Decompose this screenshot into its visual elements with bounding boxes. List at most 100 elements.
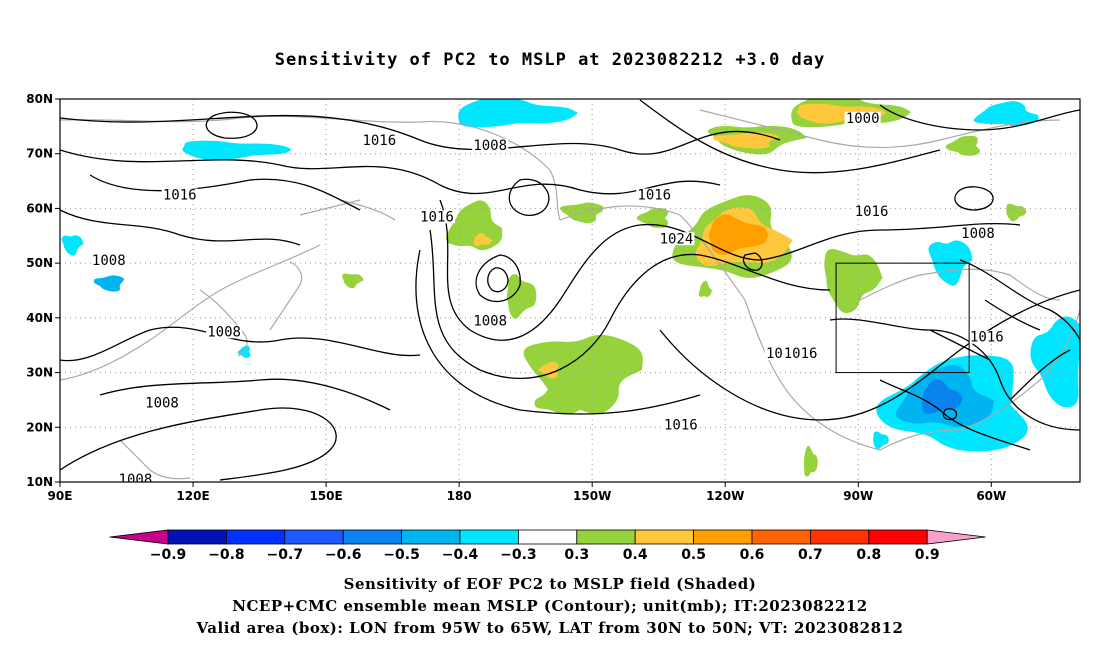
contour-label-bg — [206, 325, 243, 339]
contour-label-bg — [960, 226, 996, 240]
contour-labels: 1016 1008 1000 1016 1016 1016 1024 1016 1008 1008… — [90, 111, 1005, 488]
contour-label-bg — [968, 330, 1005, 344]
colorbar-label: −0.6 — [325, 547, 362, 563]
caption-valid-area: Valid area (box): LON from 95W to 65W, L… — [196, 619, 904, 637]
mslp-contour — [829, 318, 1080, 431]
contour-label-bg — [418, 210, 455, 224]
coastline — [959, 309, 1080, 431]
lat-tick-label: 70N — [26, 147, 53, 161]
chart-title: Sensitivity of PC2 to MSLP at 2023082212… — [274, 50, 826, 70]
shaded-region — [708, 214, 769, 255]
shaded-region — [534, 383, 583, 415]
colorbar-segment — [459, 529, 519, 545]
colorbar-label: −0.8 — [208, 547, 245, 563]
plot-frame — [59, 98, 1081, 483]
contour-label-bg — [844, 111, 881, 125]
mslp-contour — [639, 99, 941, 174]
mslp-contour — [1009, 349, 1071, 401]
shaded-region — [93, 275, 125, 292]
colorbar-label: 0.7 — [798, 547, 823, 563]
shaded-region — [803, 445, 818, 477]
shaded-region — [342, 273, 364, 289]
mslp-contour — [742, 252, 763, 271]
colorbar-segment — [401, 529, 461, 545]
mslp-contour — [879, 379, 1031, 451]
colorbar-segment — [634, 529, 695, 545]
colorbar-label: 0.8 — [856, 547, 881, 563]
mslp-contour — [429, 229, 831, 379]
coastline — [60, 115, 551, 171]
contour-label-bg — [636, 188, 673, 202]
contour-label-bg — [658, 232, 695, 246]
coastline — [549, 169, 746, 301]
mslp-contour — [60, 149, 721, 195]
contour-label-bg — [782, 347, 819, 361]
lon-tick-label: 150W — [573, 489, 611, 503]
colorbar: −0.9 −0.8 −0.7 −0.6 −0.5 −0.4 −0.3 0.3 0.4 0.5 0.6… — [109, 529, 986, 563]
lon-tick-label: 150E — [309, 489, 342, 503]
contour-label-bg — [117, 473, 154, 482]
lat-tick-label: 20N — [26, 420, 53, 434]
mslp-contour — [475, 254, 521, 303]
colorbar-segment — [167, 529, 227, 545]
contour-label: 1008 — [119, 472, 153, 488]
colorbar-segment — [751, 529, 811, 545]
shaded-region — [824, 248, 883, 314]
contour-label-bg — [853, 204, 890, 218]
contour-label: 1008 — [473, 313, 507, 329]
mslp-contour — [659, 289, 1080, 421]
colorbar-label: 0.5 — [681, 547, 706, 563]
contour-label-bg — [472, 139, 509, 153]
shaded-region — [698, 280, 712, 297]
contour-label: 1016 — [420, 209, 454, 225]
contour-label-bg — [161, 188, 198, 202]
shaded-region — [182, 140, 292, 161]
contour-label: 1008 — [145, 395, 179, 411]
colorbar-label: −0.5 — [383, 547, 420, 563]
shaded-region — [237, 345, 251, 358]
contour-label: 1008 — [473, 138, 507, 154]
lat-tick-label: 50N — [26, 256, 53, 270]
shaded-region — [458, 99, 579, 128]
coastline — [299, 199, 396, 221]
mslp-contour — [959, 259, 1080, 341]
validation-area-box — [835, 262, 970, 374]
shaded-region — [1006, 203, 1027, 222]
colorbar-max-arrow — [926, 529, 986, 545]
contour-label: 1016 — [664, 417, 698, 433]
lon-tick-label: 90W — [843, 489, 873, 503]
contour-label-bg — [361, 133, 398, 147]
colorbar-label: −0.3 — [500, 547, 537, 563]
shaded-region — [636, 208, 669, 228]
colorbar-label: 0.9 — [915, 547, 940, 563]
lon-tick-label: 120E — [176, 489, 209, 503]
contour-label: 1008 — [92, 253, 126, 269]
lon-tick-label: 90E — [48, 489, 73, 503]
caption-contour: NCEP+CMC ensemble mean MSLP (Contour); u… — [232, 597, 868, 615]
colorbar-label: 0.3 — [564, 547, 589, 563]
shaded-region — [973, 101, 1039, 127]
coastline — [269, 261, 303, 331]
contour-label: 1016 — [637, 187, 671, 203]
mslp-contour — [60, 114, 781, 155]
shaded-region — [713, 132, 779, 149]
contour-label-bg — [662, 418, 699, 432]
colorbar-segment — [225, 529, 286, 545]
mslp-contour — [99, 378, 391, 411]
colorbar-label: −0.9 — [150, 547, 187, 563]
coastline — [744, 299, 961, 451]
coastline — [199, 289, 248, 357]
mslp-contour — [415, 249, 701, 415]
contour-label-bg — [90, 254, 127, 268]
lon-tick-label: 120W — [706, 489, 744, 503]
shaded-region — [873, 431, 889, 450]
lat-tick-label: 30N — [26, 366, 53, 380]
shaded-region — [506, 274, 537, 319]
mslp-contour — [929, 329, 991, 361]
lat-tick-label: 60N — [26, 201, 53, 215]
contour-label: 1000 — [846, 111, 880, 127]
colorbar-segment — [518, 529, 578, 545]
contour-label-bg — [144, 396, 180, 410]
